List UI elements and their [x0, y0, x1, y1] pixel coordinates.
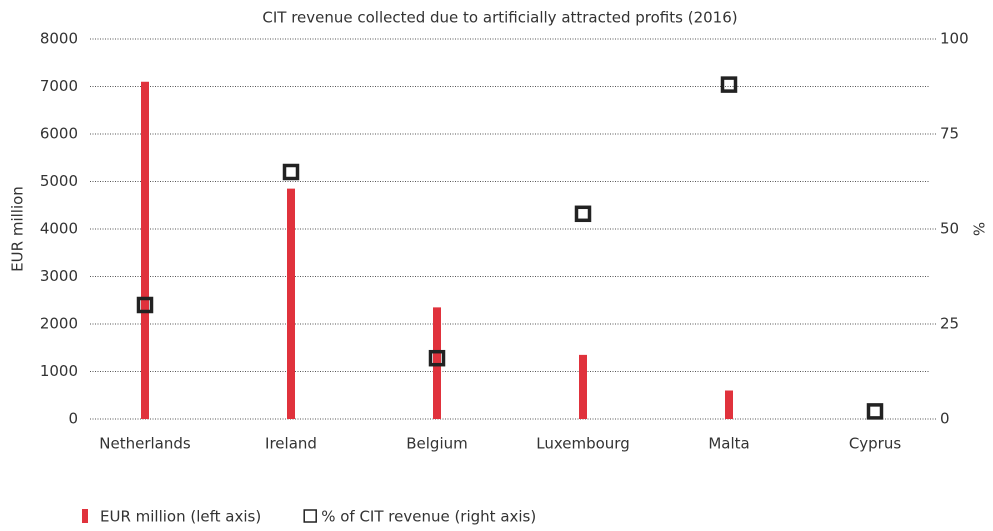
chart-title: CIT revenue collected due to artificiall… — [262, 9, 737, 27]
bar — [287, 188, 295, 419]
y-tick-label: 7000 — [40, 77, 78, 95]
x-tick-label: Belgium — [406, 435, 468, 453]
y-tick-label: 3000 — [40, 267, 78, 285]
y2-axis-label: % — [970, 222, 988, 236]
y2-tick-label: 25 — [940, 315, 959, 333]
marker — [866, 403, 884, 420]
legend-swatch — [303, 509, 317, 523]
y2-tick-label: 100 — [940, 30, 969, 48]
bar — [725, 390, 733, 419]
y-tick-label: 8000 — [40, 30, 78, 48]
x-tick-label: Ireland — [265, 435, 317, 453]
marker — [282, 163, 300, 181]
legend-label: EUR million (left axis) — [100, 508, 261, 526]
y-tick-label: 0 — [68, 410, 78, 428]
x-tick-label: Malta — [708, 435, 749, 453]
y-tick-label: 2000 — [40, 315, 78, 333]
x-tick-label: Luxembourg — [536, 435, 630, 453]
y-tick-label: 5000 — [40, 172, 78, 190]
y2-tick-label: 50 — [940, 220, 959, 238]
marker — [574, 205, 592, 223]
y2-tick-label: 75 — [940, 125, 959, 143]
marker — [136, 296, 154, 314]
legend-label: % of CIT revenue (right axis) — [321, 508, 536, 526]
marker — [428, 349, 446, 367]
bar — [579, 354, 587, 419]
x-tick-label: Netherlands — [99, 435, 191, 453]
bar — [141, 81, 149, 419]
x-tick-label: Cyprus — [849, 435, 902, 453]
y2-tick-label: 0 — [940, 410, 950, 428]
y-axis-label: EUR million — [9, 186, 27, 272]
y-tick-label: 4000 — [40, 220, 78, 238]
marker — [720, 76, 738, 93]
y-tick-label: 1000 — [40, 362, 78, 380]
legend-swatch — [82, 509, 88, 523]
y-tick-label: 6000 — [40, 125, 78, 143]
